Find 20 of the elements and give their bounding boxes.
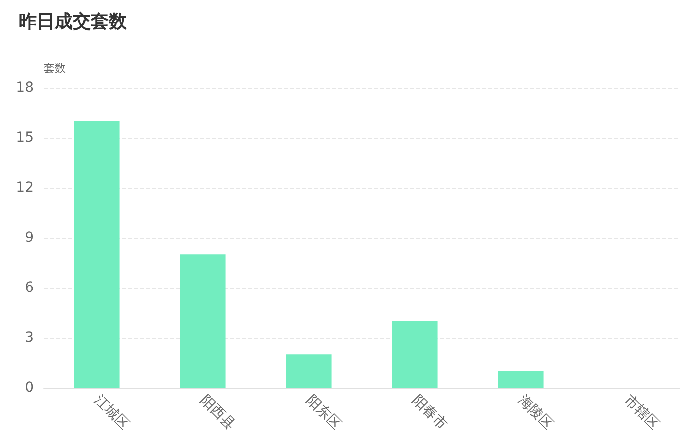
y-axis-title: 套数	[44, 62, 66, 75]
x-tick-label: 江城区	[91, 392, 132, 434]
y-tick-label: 9	[25, 230, 34, 246]
bar	[392, 321, 438, 388]
chart-title: 昨日成交套数	[19, 12, 128, 32]
y-tick-label: 0	[25, 380, 34, 396]
y-tick-label: 12	[16, 180, 34, 196]
bar	[498, 371, 544, 388]
x-tick-label: 阳东区	[303, 392, 344, 434]
x-tick-label: 海陵区	[515, 392, 556, 434]
y-tick-label: 18	[16, 80, 34, 96]
x-tick-label: 阳西县	[197, 392, 238, 434]
x-tick-label: 阳春市	[409, 392, 450, 434]
bar	[180, 254, 226, 388]
y-tick-label: 15	[16, 130, 34, 146]
bar	[74, 121, 120, 388]
bar	[286, 354, 332, 388]
x-tick-label: 市辖区	[621, 392, 662, 434]
y-tick-label: 6	[25, 280, 34, 296]
y-tick-label: 3	[25, 330, 34, 346]
